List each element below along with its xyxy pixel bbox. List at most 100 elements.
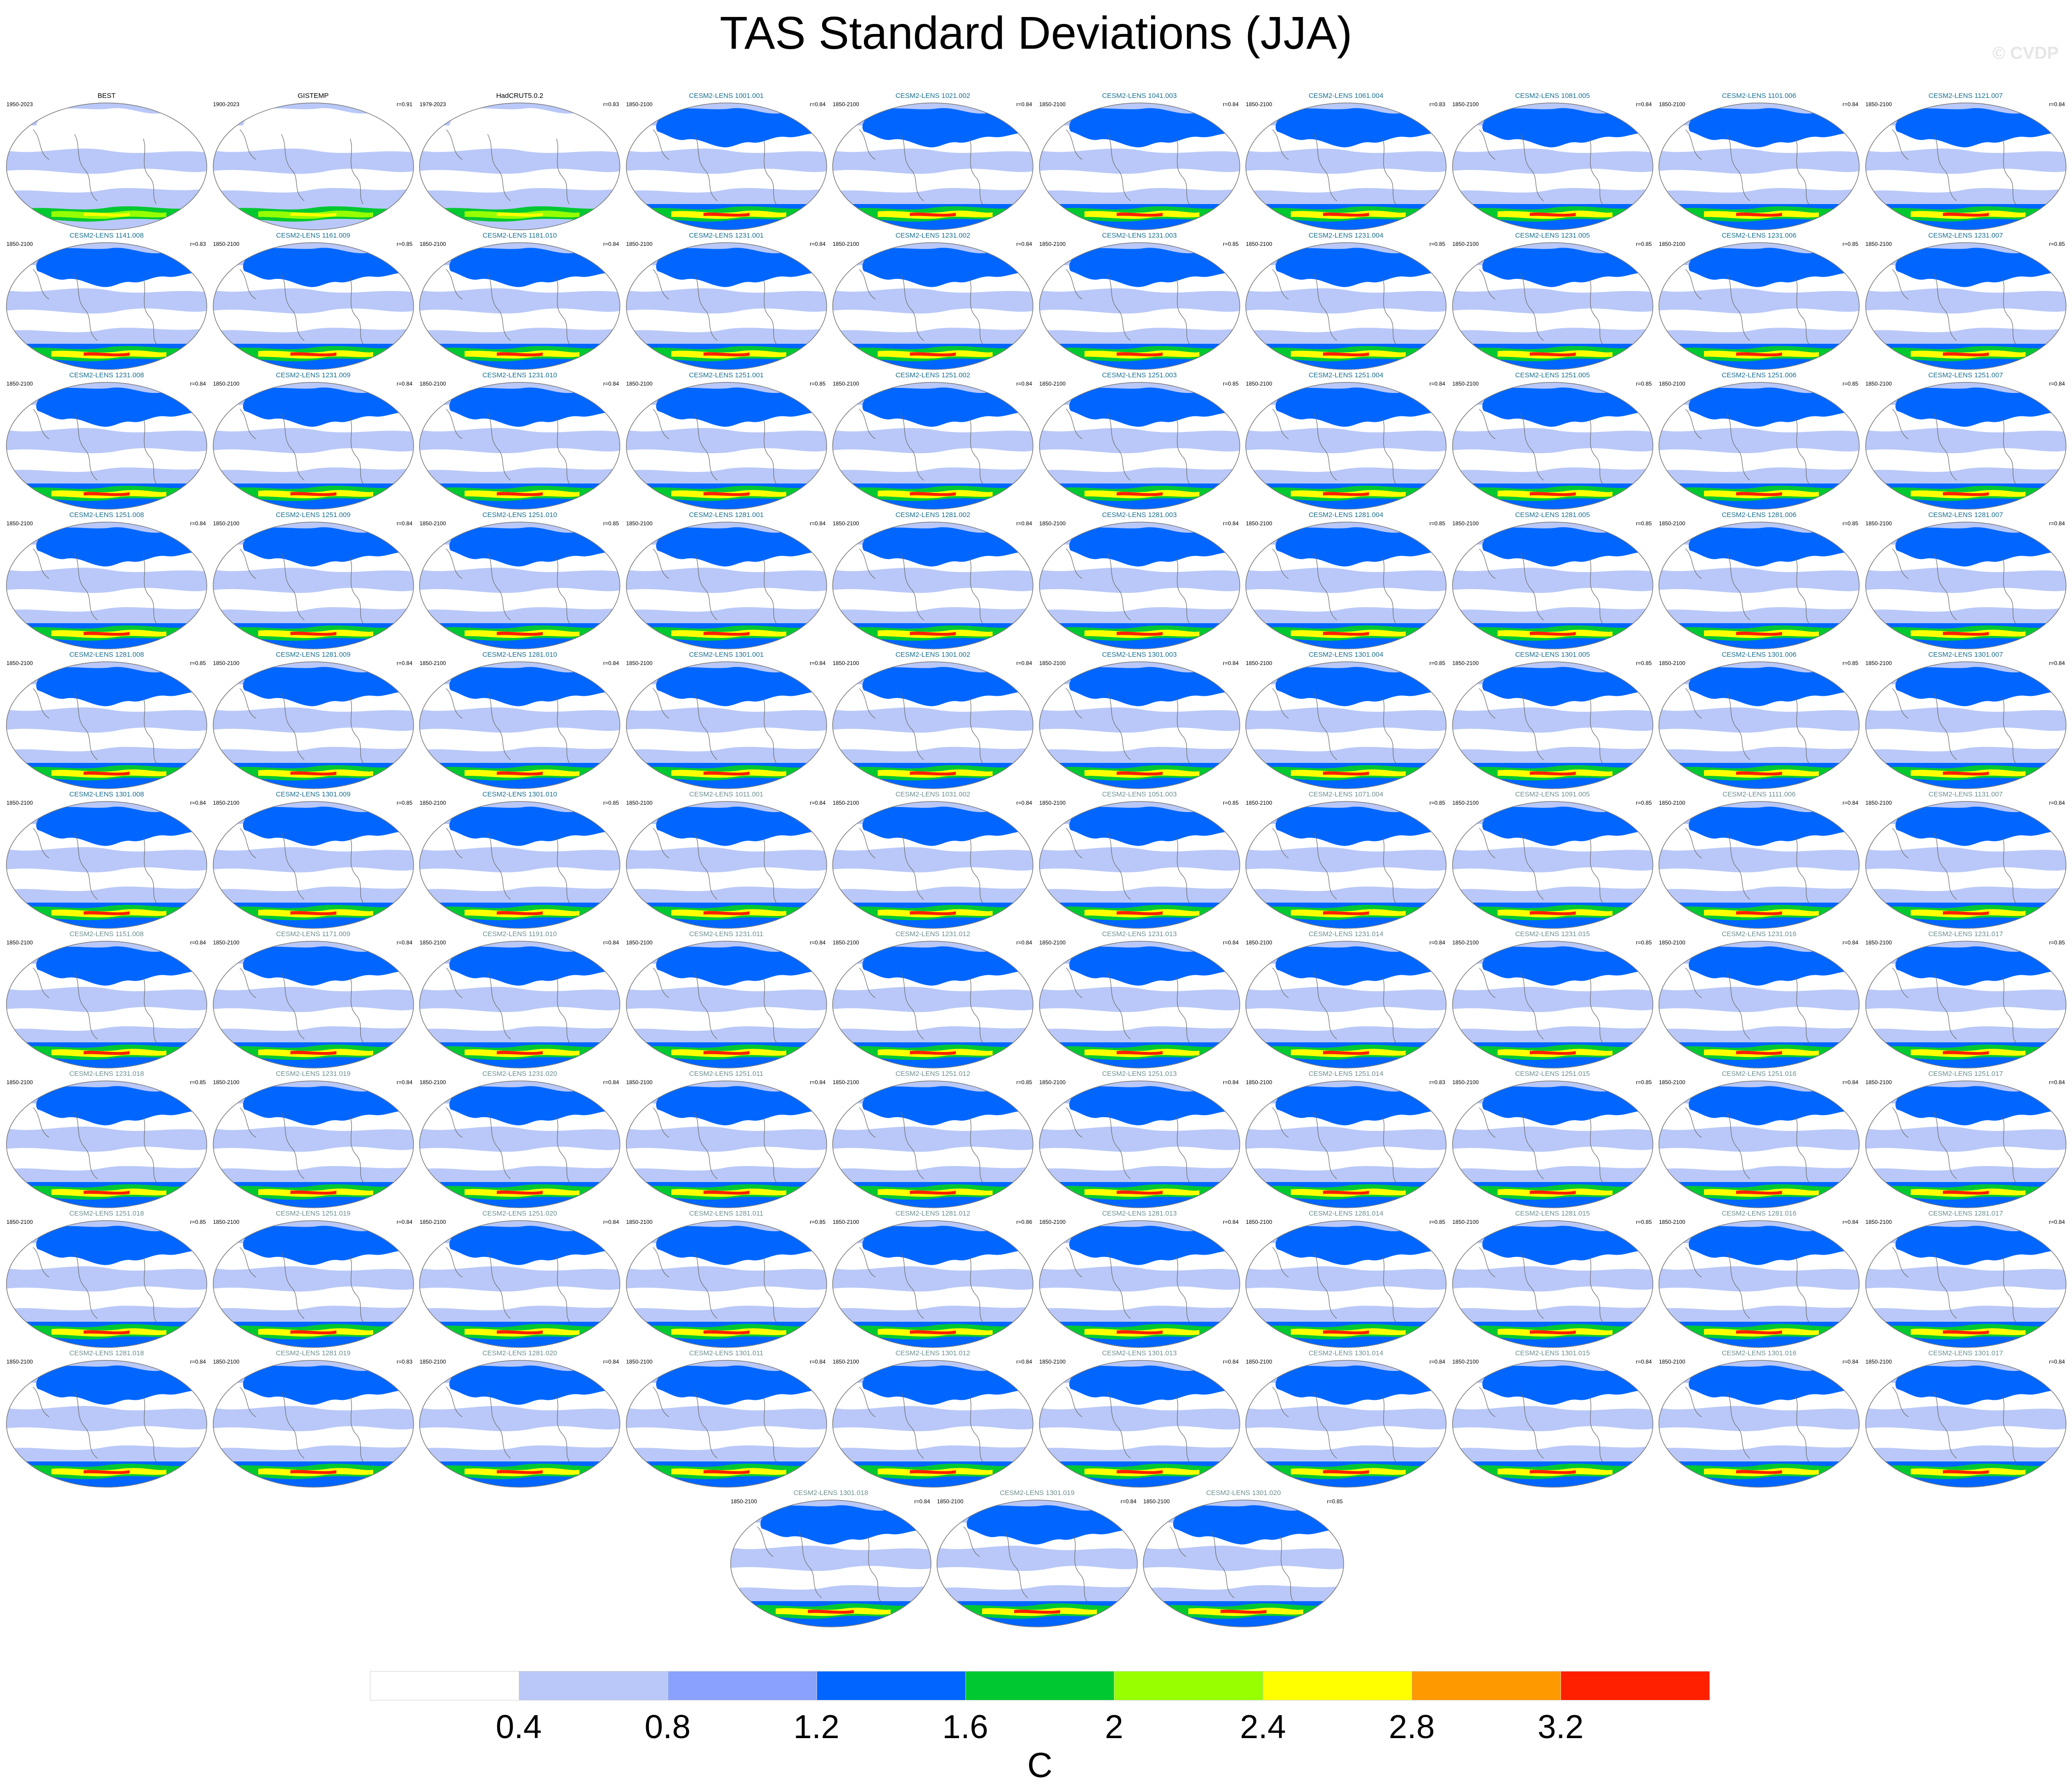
land-mass xyxy=(449,667,616,706)
panel-title: CESM2-LENS 1191.010 xyxy=(483,930,557,938)
variability-band-tropics xyxy=(1246,448,1446,472)
land-mass xyxy=(1895,667,2062,706)
coastlines xyxy=(1892,828,2016,904)
land-mass xyxy=(449,1365,616,1405)
southern-ocean-max xyxy=(910,1190,956,1195)
panel-correlation: r=0.84 xyxy=(603,1079,619,1086)
coastlines xyxy=(859,1107,984,1184)
map-border xyxy=(1245,1220,1447,1348)
panel-period: 1850-2100 xyxy=(833,241,859,247)
southern-ocean-max xyxy=(1323,492,1369,496)
map-border xyxy=(212,941,414,1069)
map-panel-20: CESM2-LENS 1231.008 1850-2100 r=0.84 xyxy=(6,371,208,512)
panel-period: 1850-2100 xyxy=(1039,660,1066,666)
map-panel-43: CESM2-LENS 1301.001 1850-2100 r=0.84 xyxy=(625,651,828,791)
panel-title: CESM2-LENS 1231.001 xyxy=(689,232,764,239)
panel-period: 1850-2100 xyxy=(1865,1359,1892,1365)
world-map xyxy=(212,382,414,510)
land-mass xyxy=(1275,527,1442,567)
map-border xyxy=(212,382,414,510)
land-mass xyxy=(1688,667,1856,706)
world-map xyxy=(1452,1080,1653,1208)
variability-band-tropics xyxy=(6,448,207,472)
panel-title: CESM2-LENS 1111.006 xyxy=(1722,790,1796,798)
world-map xyxy=(1245,1080,1447,1208)
panel-period: 1850-2100 xyxy=(1865,101,1892,108)
panel-correlation: r=0.84 xyxy=(810,520,826,527)
land-mass xyxy=(1275,807,1442,846)
map-panel-7: CESM2-LENS 1081.005 1850-2100 r=0.84 xyxy=(1452,92,1654,232)
panel-correlation: r=0.85 xyxy=(1223,381,1239,387)
map-panel-77: CESM2-LENS 1251.015 1850-2100 r=0.85 xyxy=(1452,1070,1654,1210)
panel-period: 1850-2100 xyxy=(1143,1498,1170,1505)
panel-period: 1850-2100 xyxy=(833,939,859,946)
map-border xyxy=(832,1360,1033,1488)
panel-correlation: r=0.85 xyxy=(190,1079,206,1086)
coastlines xyxy=(33,1387,158,1463)
map-panel-86: CESM2-LENS 1281.014 1850-2100 r=0.85 xyxy=(1245,1210,1447,1350)
panel-period: 1850-2100 xyxy=(1865,800,1892,806)
map-panel-10: CESM2-LENS 1141.008 1850-2100 r=0.83 xyxy=(6,232,208,372)
land-mass xyxy=(1688,527,1856,567)
map-panel-72: CESM2-LENS 1231.020 1850-2100 r=0.84 xyxy=(419,1070,621,1210)
coastlines xyxy=(1892,548,2016,625)
variability-band-tropics xyxy=(626,308,827,332)
coastlines xyxy=(1685,1247,1810,1324)
panel-period: 1850-2100 xyxy=(1039,800,1066,806)
panel-period: 1850-2100 xyxy=(1246,101,1272,108)
southern-ocean-max xyxy=(703,352,749,357)
map-panel-101: CESM2-LENS 1301.019 1850-2100 r=0.84 xyxy=(936,1489,1138,1629)
map-panel-4: CESM2-LENS 1021.002 1850-2100 r=0.84 xyxy=(832,92,1034,232)
world-map xyxy=(1039,661,1240,789)
map-border xyxy=(1245,661,1447,789)
world-map xyxy=(1452,661,1653,789)
coastlines xyxy=(1066,1247,1190,1324)
panel-correlation: r=0.84 xyxy=(190,520,206,527)
panel-period: 1850-2100 xyxy=(1452,939,1479,946)
variability-band-tropics xyxy=(1659,867,1859,891)
southern-ocean-max xyxy=(1116,1330,1163,1335)
panel-title: CESM2-LENS 1301.020 xyxy=(1206,1489,1281,1497)
southern-ocean-max xyxy=(1736,911,1782,915)
southern-ocean-max xyxy=(910,771,956,776)
panel-period: 1850-2100 xyxy=(833,660,859,666)
land-mass xyxy=(36,946,203,986)
map-border xyxy=(419,801,620,929)
coastlines xyxy=(859,269,984,346)
map-panel-90: CESM2-LENS 1281.018 1850-2100 r=0.84 xyxy=(6,1349,208,1489)
map-panel-40: CESM2-LENS 1281.008 1850-2100 r=0.85 xyxy=(6,651,208,791)
map-panel-76: CESM2-LENS 1251.014 1850-2100 r=0.83 xyxy=(1245,1070,1447,1210)
map-panel-81: CESM2-LENS 1251.019 1850-2100 r=0.84 xyxy=(212,1210,414,1350)
land-mass xyxy=(1688,108,1856,148)
land-mass xyxy=(36,667,203,706)
land-mass xyxy=(449,527,616,567)
panel-correlation: r=0.84 xyxy=(1016,101,1032,108)
southern-ocean-max xyxy=(1736,1051,1782,1055)
panel-period: 1850-2100 xyxy=(1659,241,1686,247)
variability-band-tropics xyxy=(626,1286,827,1310)
map-panel-85: CESM2-LENS 1281.013 1850-2100 r=0.84 xyxy=(1039,1210,1241,1350)
panel-period: 1850-2100 xyxy=(1039,241,1066,247)
variability-band-tropics xyxy=(420,728,620,751)
panel-title: CESM2-LENS 1301.010 xyxy=(482,790,557,798)
panel-correlation: r=0.84 xyxy=(397,1079,413,1086)
map-border xyxy=(625,382,827,510)
coastlines xyxy=(859,688,984,765)
variability-band-tropics xyxy=(1039,308,1240,332)
map-panel-51: CESM2-LENS 1301.009 1850-2100 r=0.85 xyxy=(212,790,414,931)
map-border xyxy=(625,1080,827,1208)
panel-period: 1850-2100 xyxy=(420,1219,446,1225)
land-mass xyxy=(1482,1226,1649,1265)
panel-correlation: r=0.86 xyxy=(1016,1219,1032,1225)
variability-band-tropics xyxy=(833,448,1033,472)
panel-title: CESM2-LENS 1251.004 xyxy=(1308,371,1384,379)
map-panel-64: CESM2-LENS 1231.012 1850-2100 r=0.84 xyxy=(832,930,1034,1070)
map-border xyxy=(832,102,1033,230)
land-mass xyxy=(656,807,823,846)
world-map xyxy=(832,1220,1033,1348)
map-panel-60: CESM2-LENS 1151.008 1850-2100 r=0.84 xyxy=(6,930,208,1070)
panel-correlation: r=0.83 xyxy=(603,101,619,108)
panel-period: 1850-2100 xyxy=(626,241,653,247)
panel-correlation: r=0.85 xyxy=(1636,1219,1652,1225)
coastlines xyxy=(653,1387,777,1463)
